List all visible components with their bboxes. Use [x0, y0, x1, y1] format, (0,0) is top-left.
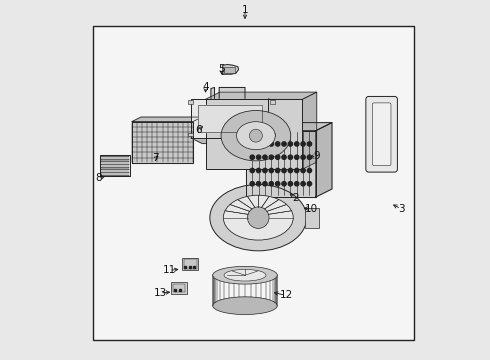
Bar [275, 275, 277, 306]
Circle shape [275, 155, 280, 159]
Polygon shape [191, 138, 279, 143]
Text: 5: 5 [219, 64, 225, 74]
Bar [184, 259, 197, 269]
Bar [270, 100, 275, 104]
Polygon shape [223, 64, 239, 74]
Polygon shape [197, 105, 262, 132]
Polygon shape [316, 123, 332, 197]
Bar [101, 156, 129, 157]
Circle shape [263, 168, 267, 173]
Circle shape [249, 129, 262, 142]
Circle shape [275, 181, 280, 186]
Bar [172, 282, 187, 294]
Circle shape [307, 142, 312, 146]
Circle shape [294, 168, 299, 173]
Bar [305, 208, 318, 228]
Bar [101, 175, 129, 176]
Text: 12: 12 [280, 291, 293, 301]
Circle shape [256, 181, 261, 186]
Circle shape [250, 142, 254, 146]
FancyBboxPatch shape [372, 103, 391, 166]
Ellipse shape [237, 122, 275, 150]
Text: 8: 8 [96, 173, 102, 183]
Circle shape [282, 168, 286, 173]
Circle shape [294, 181, 299, 186]
Ellipse shape [213, 266, 277, 284]
Bar [188, 133, 193, 136]
Circle shape [256, 168, 261, 173]
Circle shape [301, 168, 305, 173]
Circle shape [250, 181, 254, 186]
Polygon shape [302, 92, 317, 169]
Bar [188, 100, 193, 104]
FancyBboxPatch shape [366, 96, 397, 172]
Bar [101, 167, 129, 168]
Ellipse shape [221, 111, 291, 161]
Polygon shape [211, 87, 245, 109]
Polygon shape [269, 99, 279, 143]
Text: 1: 1 [242, 5, 248, 15]
Text: 4: 4 [202, 82, 209, 92]
Text: 2: 2 [292, 193, 298, 203]
Text: 10: 10 [305, 204, 318, 214]
Polygon shape [191, 99, 269, 138]
Circle shape [307, 155, 312, 159]
Circle shape [269, 155, 273, 159]
Polygon shape [246, 123, 332, 131]
Circle shape [269, 181, 273, 186]
Bar [270, 133, 275, 136]
Bar [101, 172, 129, 173]
Circle shape [288, 168, 293, 173]
Circle shape [275, 168, 280, 173]
Circle shape [269, 142, 273, 146]
Circle shape [263, 142, 267, 146]
Circle shape [301, 181, 305, 186]
Bar [205, 99, 302, 169]
Bar [101, 161, 129, 162]
Bar [224, 67, 235, 73]
Ellipse shape [223, 195, 293, 240]
Text: 6: 6 [195, 125, 202, 135]
Bar [213, 275, 215, 306]
Circle shape [269, 168, 273, 173]
Polygon shape [205, 92, 317, 99]
Circle shape [288, 155, 293, 159]
Polygon shape [132, 122, 193, 163]
Bar [182, 258, 198, 270]
Polygon shape [100, 155, 130, 176]
Circle shape [282, 155, 286, 159]
Circle shape [307, 168, 312, 173]
Circle shape [250, 155, 254, 159]
Circle shape [247, 207, 269, 228]
Polygon shape [132, 117, 202, 122]
Circle shape [263, 181, 267, 186]
Circle shape [288, 181, 293, 186]
Ellipse shape [224, 269, 266, 281]
Circle shape [275, 142, 280, 146]
Ellipse shape [210, 184, 307, 251]
Circle shape [263, 155, 267, 159]
Circle shape [294, 142, 299, 146]
Text: 9: 9 [314, 150, 320, 161]
Text: 7: 7 [152, 153, 159, 163]
Bar [93, 26, 414, 339]
Circle shape [250, 168, 254, 173]
Ellipse shape [213, 297, 277, 315]
Bar [101, 164, 129, 165]
Circle shape [301, 142, 305, 146]
Circle shape [282, 142, 286, 146]
Circle shape [256, 142, 261, 146]
Circle shape [288, 142, 293, 146]
Circle shape [282, 181, 286, 186]
Text: 3: 3 [398, 204, 404, 214]
Circle shape [301, 155, 305, 159]
Circle shape [256, 155, 261, 159]
Text: 13: 13 [153, 288, 167, 298]
Polygon shape [246, 131, 316, 197]
Circle shape [307, 181, 312, 186]
Bar [173, 284, 185, 292]
Text: 11: 11 [163, 265, 176, 275]
Circle shape [294, 155, 299, 159]
